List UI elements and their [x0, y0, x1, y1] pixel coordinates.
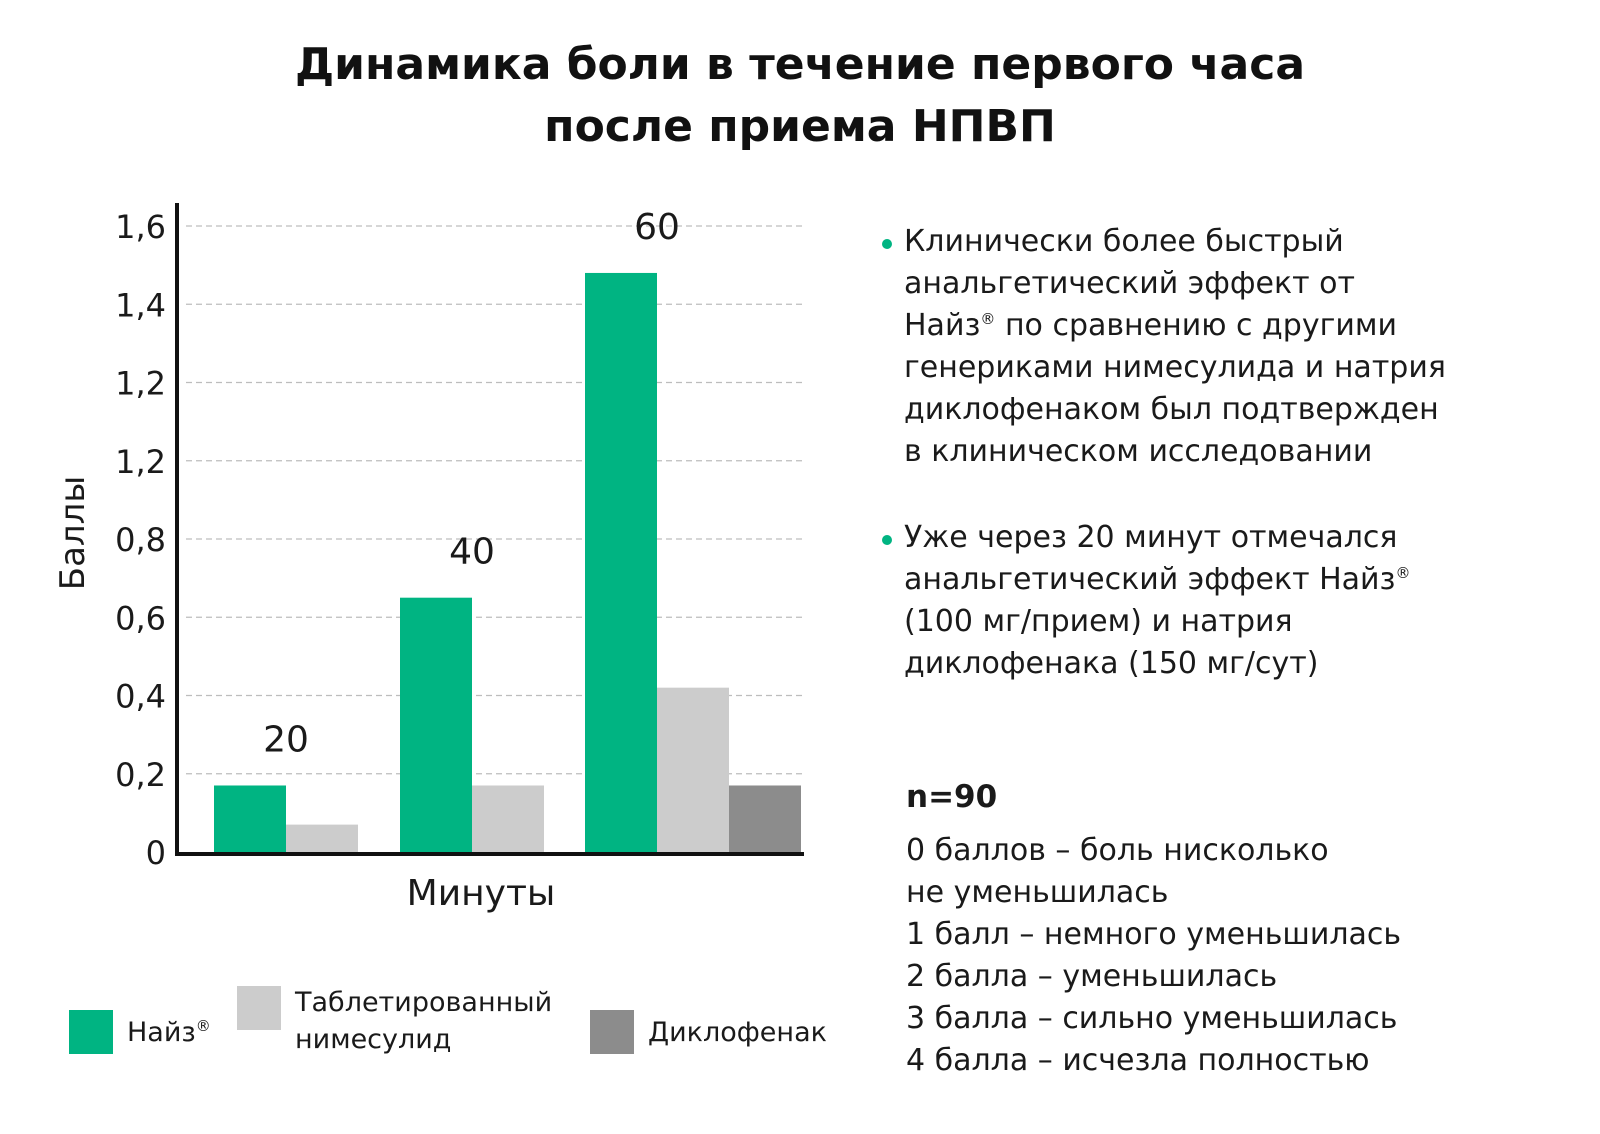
title-line-1: Динамика боли в течение первого часа — [294, 39, 1306, 90]
bar — [472, 785, 544, 852]
y-tick-label: 1,2 — [115, 365, 166, 403]
legend-item-nayz: Найз® — [69, 1010, 211, 1054]
scale-line-2: не уменьшилась — [906, 875, 1169, 910]
notes-panel: Клинически более быстрый анальгетический… — [882, 221, 1564, 685]
category-label: 40 — [449, 532, 495, 573]
bullet-1-line-3a: Найз — [904, 308, 981, 343]
scale-line-3: 1 балл – немного уменьшилась — [906, 917, 1402, 952]
y-tick-label: 1,6 — [115, 208, 166, 246]
bar-chart: 0 0,2 0,4 0,6 0,8 1,2 1,2 1,4 1,6 20 40 60 Баллы М… — [53, 203, 804, 914]
bars — [214, 272, 801, 852]
title-line-2: после приема НПВП — [544, 101, 1056, 152]
bullet-2-line-2a: анальгетический эффект Найз — [904, 562, 1396, 597]
bullet-2-line-4: диклофенака (150 мг/сут) — [904, 646, 1319, 681]
legend-label-nimesulide-2: нимесулид — [295, 1024, 452, 1055]
scale-line-5: 3 балла – сильно уменьшилась — [906, 1001, 1398, 1036]
pain-scale: 0 баллов – боль нисколько не уменьшилась… — [906, 830, 1401, 1082]
x-axis-label: Минуты — [407, 873, 556, 914]
y-tick-label: 0 — [146, 834, 166, 872]
y-axis-label: Баллы — [53, 476, 93, 590]
sample-size: n=90 — [906, 779, 998, 815]
bar — [286, 824, 358, 852]
bullet-2: Уже через 20 минут отмечался анальгетиче… — [882, 517, 1564, 685]
y-tick-label: 1,4 — [115, 286, 166, 324]
bullet-2-line-3: (100 мг/прием) и натрия — [904, 604, 1293, 639]
category-label: 60 — [634, 207, 680, 248]
legend-label-nayz-sup: ® — [195, 1017, 211, 1035]
legend-label-nayz: Найз — [127, 1017, 196, 1048]
scale-line-6: 4 балла – исчезла полностью — [906, 1043, 1370, 1078]
category-labels: 20 40 60 — [263, 207, 680, 761]
bar — [214, 785, 286, 852]
bullet-2-reg-mark: ® — [1395, 564, 1411, 582]
bar — [400, 597, 472, 852]
bullet-2-line-2: анальгетический эффект Найз® — [904, 559, 1564, 601]
legend-swatch-nayz — [69, 1010, 113, 1054]
bullet-1-line-3: Найз® по сравнению с другими — [904, 305, 1564, 347]
scale-line-1: 0 баллов – боль нисколько — [906, 833, 1329, 868]
bullet-2-line-1: Уже через 20 минут отмечался — [904, 520, 1398, 555]
bullet-1-line-2: анальгетический эффект от — [904, 266, 1355, 301]
y-tick-labels: 0 0,2 0,4 0,6 0,8 1,2 1,2 1,4 1,6 — [115, 208, 166, 872]
bar — [585, 272, 657, 852]
bullet-1-line-4: генериками нимесулида и натрия — [904, 350, 1446, 385]
chart-title: Динамика боли в течение первого часа пос… — [0, 34, 1600, 158]
legend-label-diclofenac: Диклофенак — [648, 1017, 827, 1048]
bar — [657, 687, 729, 852]
scale-line-4: 2 балла – уменьшилась — [906, 959, 1278, 994]
category-label: 20 — [263, 719, 309, 760]
y-tick-label: 0,2 — [115, 756, 166, 794]
bullet-1-line-3b: по сравнению с другими — [995, 308, 1397, 343]
y-tick-label: 0,6 — [115, 599, 166, 637]
bullet-1-line-5: диклофенаком был подтвержден — [904, 392, 1439, 427]
bar — [729, 785, 801, 852]
bullet-1-reg-mark: ® — [980, 310, 996, 328]
legend-item-nimesulide: Таблетированный нимесулид — [237, 984, 552, 1058]
y-tick-label: 0,8 — [115, 521, 166, 559]
y-tick-label: 1,2 — [115, 443, 166, 481]
bullet-1-line-6: в клиническом исследовании — [904, 434, 1373, 469]
legend-swatch-diclofenac — [590, 1010, 634, 1054]
bullet-1: Клинически более быстрый анальгетический… — [882, 221, 1564, 473]
legend-swatch-nimesulide — [237, 986, 281, 1030]
legend-item-diclofenac: Диклофенак — [590, 1010, 827, 1054]
bullet-1-line-1: Клинически более быстрый — [904, 224, 1344, 259]
legend-label-nimesulide-1: Таблетированный — [295, 987, 553, 1018]
y-tick-label: 0,4 — [115, 678, 166, 716]
